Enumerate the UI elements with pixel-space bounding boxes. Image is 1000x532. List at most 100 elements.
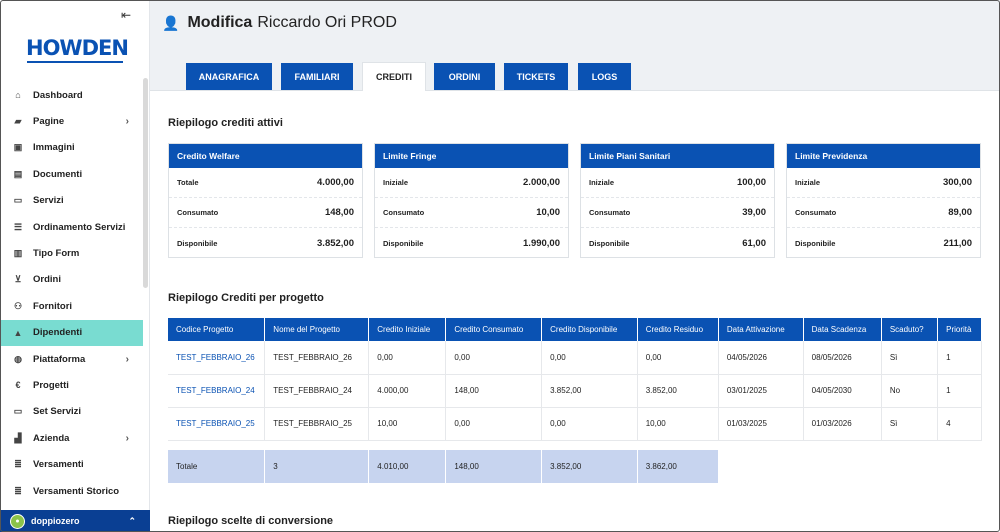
table-cell: No <box>881 374 939 408</box>
tab-logs[interactable]: LOGS <box>578 63 631 90</box>
sidebar-item-ordini[interactable]: ⊻ Ordini <box>0 267 143 293</box>
user-icon: 👤 <box>162 14 180 31</box>
table-cell: 0,00 <box>541 341 638 375</box>
sidebar-item-label: Pagine <box>33 116 65 128</box>
credit-card-value: 211,00 <box>943 237 972 249</box>
table-cell: 01/03/2025 <box>718 407 804 441</box>
page-header: 👤 Modifica Riccardo Ori PROD <box>150 0 1000 50</box>
tab-bar: ANAGRAFICA FAMILIARI CREDITI ORDINI TICKETS L… <box>150 50 1000 91</box>
sidebar-item-immagini[interactable]: ▣ Immagini <box>0 135 143 161</box>
credit-card-label: Consumato <box>177 208 219 217</box>
list-icon: ≣ <box>14 459 22 470</box>
table-cell: 0,00 <box>368 341 447 375</box>
sidebar-item-label: Set Servizi <box>33 406 82 418</box>
sidebar-item-servizi[interactable]: ▭ Servizi <box>0 188 143 214</box>
project-code-link[interactable]: TEST_FEBBRAIO_26 <box>168 341 266 375</box>
credit-card-row: Consumato 89,00 <box>787 198 980 228</box>
sidebar-item-piattaforma[interactable]: ◍ Piattaforma › <box>0 346 143 372</box>
tab-anagrafica[interactable]: ANAGRAFICA <box>186 63 272 90</box>
sidebar-item-label: Immagini <box>33 142 75 154</box>
table-row: TEST_FEBBRAIO_25 TEST_FEBBRAIO_25 10,00 0,0… <box>168 407 982 441</box>
column-header: Credito Residuo <box>637 318 719 341</box>
tab-ordini[interactable]: ORDINI <box>434 63 495 90</box>
sidebar-item-dashboard[interactable]: ⌂ Dashboard <box>0 82 143 108</box>
sidebar-item-pagine[interactable]: ▰ Pagine › <box>0 108 143 134</box>
total-empty-cell <box>881 450 938 483</box>
table-cell: 10,00 <box>368 407 447 441</box>
table-cell: Sì <box>881 407 939 441</box>
tab-crediti[interactable]: CREDITI <box>362 62 426 91</box>
spacer-cell <box>168 440 982 450</box>
user-name: doppiozero <box>31 516 80 526</box>
sidebar-scrollbar[interactable] <box>143 78 148 288</box>
user-menu[interactable]: ● doppiozero ⌃ <box>0 510 150 532</box>
total-cell: 3.852,00 <box>541 450 638 483</box>
credit-card-row: Iniziale 2.000,00 <box>375 168 568 198</box>
table-cell: 10,00 <box>637 407 719 441</box>
column-header: Nome del Progetto <box>264 318 370 341</box>
sidebar-item-azienda[interactable]: ▟ Azienda › <box>0 425 143 451</box>
table-cell: Sì <box>881 341 939 375</box>
total-cell: 148,00 <box>445 450 543 483</box>
sidebar-item-label: Dipendenti <box>33 327 83 339</box>
collapse-sidebar-icon[interactable]: ⇤ <box>121 8 132 22</box>
credit-card: Credito Welfare Totale 4.000,00 Consumato 14… <box>168 143 363 258</box>
credit-card-row: Disponibile 61,00 <box>581 228 774 258</box>
table-cell: TEST_FEBBRAIO_25 <box>264 407 370 441</box>
credit-card-label: Iniziale <box>795 178 821 187</box>
card-icon: ▭ <box>13 406 23 417</box>
table-cell: 4 <box>937 407 982 441</box>
table-cell: 1 <box>937 341 982 375</box>
sidebar-item-label: Versamenti Storico <box>33 485 120 497</box>
project-code-link[interactable]: TEST_FEBBRAIO_24 <box>168 374 266 408</box>
credit-card-label: Iniziale <box>383 178 409 187</box>
sidebar-item-versamenti-storico[interactable]: ≣ Versamenti Storico <box>0 478 143 504</box>
credit-card-row: Disponibile 1.990,00 <box>375 228 568 258</box>
column-header: Codice Progetto <box>168 318 266 341</box>
euro-icon: € <box>15 380 21 391</box>
credit-card-label: Disponibile <box>383 238 424 248</box>
sidebar-item-label: Azienda <box>33 432 70 444</box>
credit-card-value: 39,00 <box>742 207 766 218</box>
table-cell: 3.852,00 <box>637 374 719 408</box>
table-cell: TEST_FEBBRAIO_26 <box>264 341 370 375</box>
sidebar-item-dipendenti[interactable]: ▲ Dipendenti <box>0 319 143 346</box>
table-cell: 03/01/2025 <box>718 374 804 408</box>
table-cell: 04/05/2026 <box>718 341 804 375</box>
sidebar-item-label: Ordinamento Servizi <box>33 221 126 233</box>
project-code-link[interactable]: TEST_FEBBRAIO_25 <box>168 407 266 441</box>
credit-card-value: 61,00 <box>742 237 766 249</box>
sidebar-item-set-servizi[interactable]: ▭ Set Servizi <box>0 399 143 425</box>
logo-underline <box>27 61 123 63</box>
sidebar-item-documenti[interactable]: ▤ Documenti <box>0 161 143 187</box>
credit-card-label: Iniziale <box>589 178 615 187</box>
user-icon: ▲ <box>13 327 23 338</box>
table-cell: 0,00 <box>445 341 543 375</box>
sidebar-item-progetti[interactable]: € Progetti <box>0 372 143 398</box>
table-total-row: Totale 3 4.010,00 148,00 3.852,00 3.862,00 <box>168 450 982 483</box>
tab-tickets[interactable]: TICKETS <box>504 63 568 90</box>
credit-card-value: 1.990,00 <box>523 237 560 249</box>
sidebar-item-fornitori[interactable]: ⚇ Fornitori <box>0 293 143 319</box>
credit-card: Limite Fringe Iniziale 2.000,00 Consumato 10… <box>374 143 569 258</box>
sidebar-item-ordinamento-servizi[interactable]: ☰ Ordinamento Servizi <box>0 214 143 240</box>
column-header: Priorità <box>937 318 982 341</box>
credit-card-title: Limite Piani Sanitari <box>581 144 774 168</box>
sidebar-item-versamenti[interactable]: ≣ Versamenti <box>0 451 143 477</box>
sidebar-menu: ⌂ Dashboard ▰ Pagine › ▣ Immagini ▤ Documenti ▭ Se… <box>0 82 143 504</box>
table-header-row: Codice Progetto Nome del Progetto Credito … <box>168 318 982 341</box>
credit-card-label: Disponibile <box>589 238 630 248</box>
column-header: Data Attivazione <box>718 318 804 341</box>
sidebar-item-tipo-form[interactable]: ▥ Tipo Form <box>0 240 143 266</box>
credit-card-label: Consumato <box>795 208 837 217</box>
credit-card-label: Disponibile <box>177 238 218 248</box>
sidebar-item-label: Ordini <box>33 274 61 286</box>
credit-card: Limite Piani Sanitari Iniziale 100,00 Consu… <box>580 143 775 258</box>
table-cell: TEST_FEBBRAIO_24 <box>264 374 370 408</box>
credit-card-row: Totale 4.000,00 <box>169 168 362 198</box>
tab-familiari[interactable]: FAMILIARI <box>281 63 353 90</box>
sidebar-item-label: Progetti <box>33 379 69 391</box>
credit-card-value: 89,00 <box>948 207 972 218</box>
table-cell: 0,00 <box>637 341 719 375</box>
sidebar-item-label: Piattaforma <box>33 353 86 365</box>
